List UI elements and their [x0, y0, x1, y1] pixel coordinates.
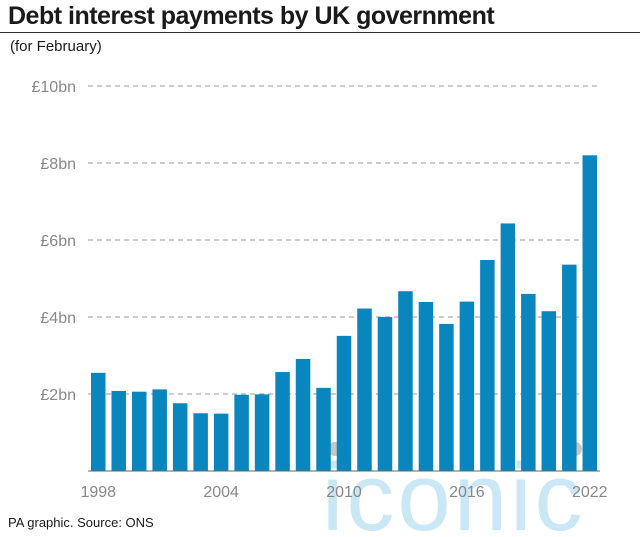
bar-2002 — [172, 403, 188, 471]
x-tick-label: 1998 — [80, 484, 116, 501]
bar-2003 — [193, 413, 208, 471]
title-divider — [0, 32, 640, 33]
source-note: PA graphic. Source: ONS — [8, 515, 154, 530]
bar-2018 — [500, 223, 516, 471]
y-tick-label: £8bn — [40, 156, 76, 173]
x-tick-label: 2010 — [326, 484, 362, 501]
bar-2008 — [295, 358, 311, 471]
axis-labels: £2bn £4bn £6bn £8bn £10bn 1998 2004 2010 2016 202… — [32, 79, 608, 501]
y-tick-label: £6bn — [40, 233, 76, 250]
x-tick-label: 2004 — [203, 484, 239, 501]
y-tick-label: £4bn — [40, 310, 76, 327]
bar-2000 — [131, 391, 147, 471]
y-tick-label: £10bn — [32, 79, 77, 96]
y-tick-label: £2bn — [40, 387, 76, 404]
bar-1999 — [111, 390, 126, 471]
bar-2004 — [213, 413, 229, 471]
bar-2017 — [480, 260, 495, 471]
bar-2001 — [152, 389, 167, 471]
bar-2007 — [275, 372, 290, 471]
bar-2014 — [418, 301, 434, 471]
chart-subtitle: (for February) — [10, 38, 102, 55]
bar-2022 — [582, 155, 598, 472]
bar-2005 — [234, 394, 249, 471]
bar-2006 — [254, 394, 270, 471]
bar-2015 — [439, 323, 454, 471]
x-tick-label: 2016 — [449, 484, 485, 501]
bar-2016 — [459, 301, 475, 471]
bar-2012 — [377, 317, 393, 471]
bar-2013 — [398, 291, 413, 471]
bar-2009 — [316, 387, 331, 471]
bar-2019 — [521, 293, 536, 471]
x-tick-label: 2022 — [572, 484, 608, 501]
bar-1998 — [91, 372, 106, 471]
bar-2010 — [336, 335, 352, 471]
chart-title: Debt interest payments by UK government — [8, 2, 495, 30]
bar-2020 — [541, 311, 557, 471]
bar-2021 — [562, 264, 577, 471]
bars — [91, 155, 598, 472]
bar-2011 — [357, 308, 372, 471]
